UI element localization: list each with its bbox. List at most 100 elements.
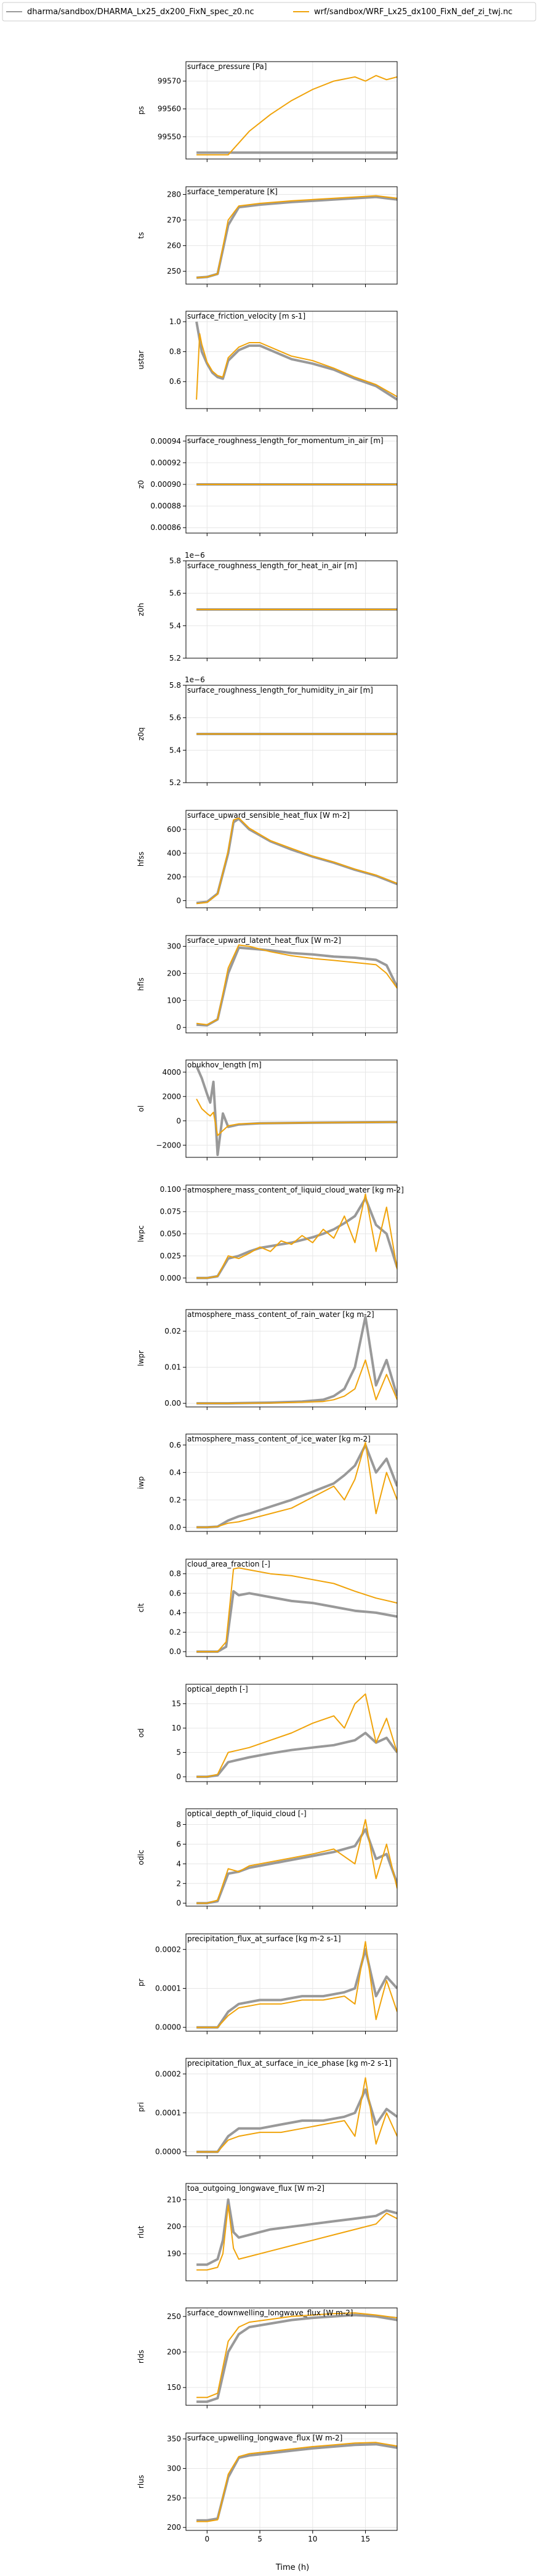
- y-axis-label: hfls: [137, 977, 145, 990]
- axes-frame: [185, 1184, 398, 1283]
- series-line-dharma: [196, 1732, 397, 1779]
- y-tick-label: 0.00092: [150, 459, 181, 467]
- x-axis-label: Time (h): [275, 2563, 309, 2572]
- panel-title: atmosphere_mass_content_of_ice_water [kg…: [187, 1435, 371, 1443]
- x-tick-label: 10: [308, 2535, 317, 2543]
- y-tick-label: 0.02: [164, 1327, 181, 1335]
- series-line-dharma: [196, 817, 397, 905]
- series-line-wrf: [196, 75, 397, 156]
- series-line-dharma: [196, 2313, 397, 2403]
- y-tick-label: 600: [167, 825, 181, 834]
- y-axis-label: z0: [137, 480, 145, 489]
- panel-ps: 99550 99560 99570 surface_pressure [Pa] ps: [137, 61, 398, 162]
- y-tick-label: −2000: [156, 1141, 181, 1149]
- axes-frame: [185, 186, 398, 285]
- panel-title: atmosphere_mass_content_of_liquid_cloud_…: [187, 1186, 404, 1194]
- y-tick-label: 0.6: [169, 1589, 181, 1597]
- panel-odlc: 0 2 4 6 8 optical_depth_of_liquid_cloud [-] od…: [137, 1808, 398, 1909]
- y-tick-label: 8: [176, 1820, 181, 1829]
- panel-rlus: 200 250 300 350 0 5 10 15 surface_upwelling_long…: [137, 2432, 398, 2543]
- x-tick-label: 15: [361, 2535, 370, 2543]
- y-axis-label: lwpc: [137, 1225, 145, 1242]
- y-tick-label: 200: [167, 873, 181, 881]
- y-tick-label: 0.025: [160, 1252, 181, 1260]
- y-axis-label: ts: [137, 232, 145, 239]
- series-line-wrf: [196, 1359, 397, 1404]
- series-line-dharma: [196, 1948, 397, 2029]
- y-tick-label: 400: [167, 849, 181, 857]
- series-line-wrf: [196, 1819, 397, 1904]
- y-tick-label: 0.6: [169, 377, 181, 386]
- y-tick-label: 0.00086: [150, 523, 181, 532]
- y-tick-label: 0: [176, 1899, 181, 1907]
- y-tick-label: 0.0000: [155, 2023, 181, 2032]
- y-axis-label: pr: [137, 1979, 145, 1987]
- y-tick-label: 100: [167, 996, 181, 1005]
- panel-title: surface_upward_sensible_heat_flux [W m-2…: [187, 811, 350, 820]
- y-tick-label: 5.8: [169, 556, 181, 565]
- series-line-wrf: [196, 2077, 397, 2153]
- series-line-wrf: [196, 2204, 397, 2271]
- y-tick-label: 0.01: [164, 1363, 181, 1372]
- y-tick-label: 210: [167, 2195, 181, 2204]
- y-tick-label: 5.2: [169, 654, 181, 662]
- axes-frame: [185, 1059, 398, 1158]
- panel-rlds: 150 200 250 surface_downwelling_longwave_fl…: [137, 2307, 398, 2408]
- axes-frame: [185, 61, 398, 160]
- y-axis-label: od: [137, 1729, 145, 1738]
- y-tick-label: 0.0002: [155, 2069, 181, 2078]
- y-axis-label: ps: [137, 106, 145, 115]
- y-tick-label: 350: [167, 2435, 181, 2444]
- series-line-wrf: [196, 944, 397, 1025]
- panel-lwpc: 0.000 0.025 0.050 0.075 0.100 atmosphere_mass…: [137, 1184, 404, 1286]
- axes-frame: [185, 1933, 398, 2032]
- panel-title: surface_roughness_length_for_humidity_in…: [187, 686, 373, 695]
- panel-title: surface_friction_velocity [m s-1]: [187, 312, 305, 320]
- y-axis-label: ustar: [137, 351, 145, 370]
- y-axis-label: rlus: [137, 2475, 145, 2488]
- panel-title: obukhov_length [m]: [187, 1061, 262, 1069]
- x-tick-label: 5: [257, 2535, 262, 2543]
- panel-title: optical_depth [-]: [187, 1685, 248, 1694]
- series-line-dharma: [196, 1590, 397, 1653]
- y-tick-label: 200: [167, 2523, 181, 2532]
- panel-pri: 0.0000 0.0001 0.0002 precipitation_flux_at_…: [137, 2058, 398, 2159]
- y-tick-label: 300: [167, 942, 181, 951]
- y-tick-label: 2000: [162, 1092, 181, 1101]
- y-axis-label: z0q: [137, 727, 145, 741]
- series-line-wrf: [196, 2312, 397, 2399]
- axes-frame: [185, 435, 398, 534]
- y-tick-label: 0: [176, 1117, 181, 1125]
- legend-label-wrf: wrf/sandbox/WRF_Lx25_dx100_FixN_def_zi_t…: [314, 7, 512, 17]
- panel-hfss: 0 200 400 600 surface_upward_sensible_heat_f…: [137, 810, 398, 911]
- y-tick-label: 5.6: [169, 714, 181, 722]
- y-axis-label: iwp: [137, 1477, 145, 1490]
- axes-frame: [185, 685, 398, 783]
- y-tick-label: 5: [176, 1748, 181, 1757]
- y-tick-label: 5.6: [169, 589, 181, 598]
- axes-frame: [185, 2058, 398, 2156]
- y-tick-label: 280: [167, 190, 181, 198]
- y-tick-label: 0.00090: [150, 480, 181, 489]
- series-line-dharma: [196, 1197, 397, 1279]
- y-tick-label: 99550: [158, 132, 181, 141]
- panel-title: surface_roughness_length_for_momentum_in…: [187, 436, 384, 445]
- series-line-wrf: [196, 1193, 397, 1279]
- y-tick-label: 6: [176, 1840, 181, 1848]
- series-line-wrf: [196, 195, 397, 279]
- y-tick-label: 99560: [158, 105, 181, 113]
- y-axis-label: ol: [137, 1106, 145, 1112]
- axes-frame: [185, 935, 398, 1033]
- y-tick-label: 270: [167, 216, 181, 224]
- y-tick-label: 10: [172, 1724, 181, 1732]
- y-tick-label: 200: [167, 2348, 181, 2357]
- y-tick-label: 250: [167, 2493, 181, 2502]
- axes-frame: [185, 2307, 398, 2406]
- y-axis-label: odlc: [137, 1850, 145, 1865]
- y-axis-label: hfss: [137, 852, 145, 866]
- panel-title: optical_depth_of_liquid_cloud [-]: [187, 1809, 307, 1818]
- y-tick-label: 5.4: [169, 621, 181, 630]
- y-tick-label: 250: [167, 267, 181, 275]
